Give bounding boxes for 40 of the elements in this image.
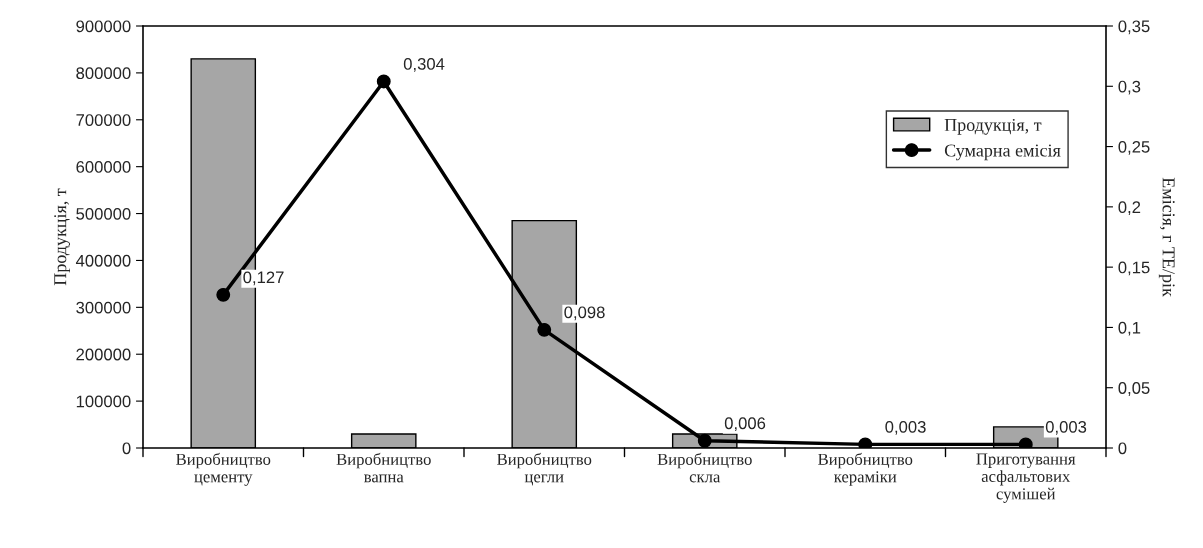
data-label: 0,127 [243,271,284,286]
point [1018,437,1033,448]
data-label: 0,006 [724,417,766,432]
y2-tick-label: 0,1 [1118,321,1141,336]
y-tick-label: 200000 [76,348,131,361]
y-tick-label: 300000 [76,301,131,314]
y-tick-label: 100000 [76,395,131,408]
y2-tick-label: 0,25 [1118,140,1150,155]
y2-tick-label: 0,35 [1118,20,1150,35]
y2-axis-title: Емісія, г ТЕ/рік [1158,177,1175,297]
data-label: 0,003 [885,420,926,435]
data-label: 0,003 [1045,420,1087,435]
legend-label: Сумарна емісія [944,144,1061,161]
y-tick-label: 600000 [76,161,131,173]
y2-tick-label: 0,05 [1118,382,1150,396]
y-tick-label: 900000 [76,20,131,33]
x-tick-label: Виробництво скла [657,452,752,483]
point [537,322,552,337]
point [216,287,231,302]
x-tick-label: Приготування асфальтових сумішей [976,453,1076,503]
data-label: 0,304 [403,58,445,72]
point [697,433,712,448]
y-tick-label: 400000 [75,254,131,267]
y-axis-title: Продукція, т [54,188,71,286]
y2-tick-label: 0,15 [1118,261,1150,276]
y2-tick-label: 0,3 [1118,80,1141,95]
point [376,74,391,89]
data-label: 0,098 [564,306,605,321]
y-tick-label: 500000 [76,207,131,220]
y-tick-label: 0 [122,442,131,455]
x-tick-label: Виробництво цементу [176,452,271,486]
legend-label: Продукція, т [944,118,1042,135]
y2-tick-label: 0,2 [1118,201,1141,216]
y-tick-label: 700000 [76,114,131,126]
x-tick-label: Виробництво вапна [336,452,431,483]
x-tick-label: Виробництво цегли [497,452,592,486]
x-tick-label: Виробництво кераміки [818,452,913,486]
point [858,437,873,448]
y-tick-label: 800000 [76,67,131,80]
y2-tick-label: 0 [1118,442,1127,455]
